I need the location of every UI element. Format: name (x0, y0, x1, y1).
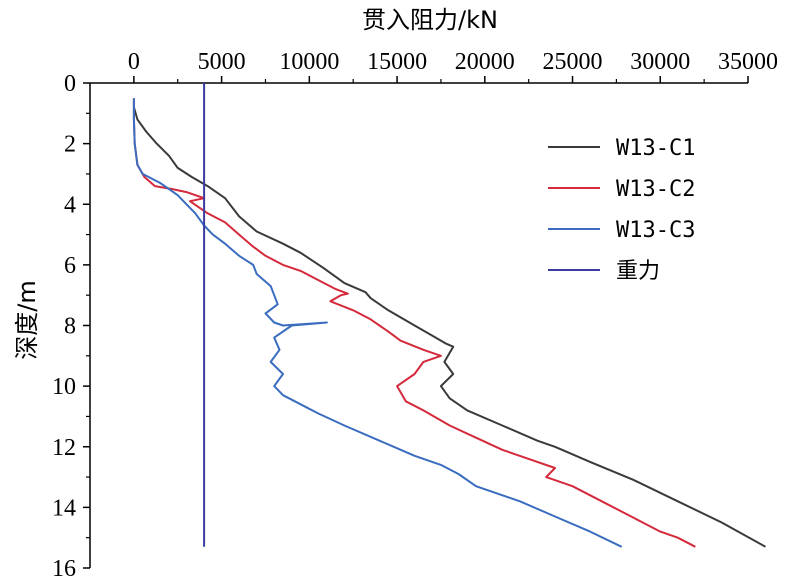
series-line-2 (132, 98, 696, 548)
series-layer (132, 83, 766, 548)
legend-label: W13-C2 (616, 177, 695, 202)
x-tick-label: 30000 (630, 49, 690, 75)
x-axis: 0 5000 10000 15000 20000 25000 30000 35000 (128, 49, 778, 83)
legend-label: W13-C3 (616, 218, 695, 243)
y-tick-label: 2 (64, 132, 76, 158)
y-tick-label: 12 (52, 435, 76, 461)
y-tick-label: 14 (52, 495, 76, 521)
x-tick-label: 25000 (543, 49, 603, 75)
x-tick-label: 0 (128, 49, 140, 75)
x-tick-label: 5000 (198, 49, 246, 75)
x-tick-label: 10000 (279, 49, 339, 75)
y-tick-label: 6 (64, 253, 76, 279)
x-tick-label: 15000 (367, 49, 427, 75)
x-tick-label: 20000 (455, 49, 515, 75)
legend-label: W13-C1 (616, 136, 695, 161)
series-line-3 (132, 98, 623, 548)
y-axis-title: 深度/m (13, 280, 41, 359)
legend-label: 重力 (616, 259, 660, 284)
y-tick-label: 4 (64, 192, 76, 218)
y-axis: 0 2 4 6 8 10 12 14 16 (52, 71, 90, 582)
legend: W13-C1 W13-C2 W13-C3 重力 (548, 136, 695, 284)
y-tick-label: 16 (52, 556, 76, 582)
x-tick-label: 35000 (718, 49, 778, 75)
y-tick-label: 8 (64, 314, 76, 340)
series-line-1 (132, 107, 766, 548)
y-tick-label: 0 (64, 71, 76, 97)
x-axis-title: 贯入阻力/kN (362, 6, 498, 34)
y-tick-label: 10 (52, 374, 76, 400)
